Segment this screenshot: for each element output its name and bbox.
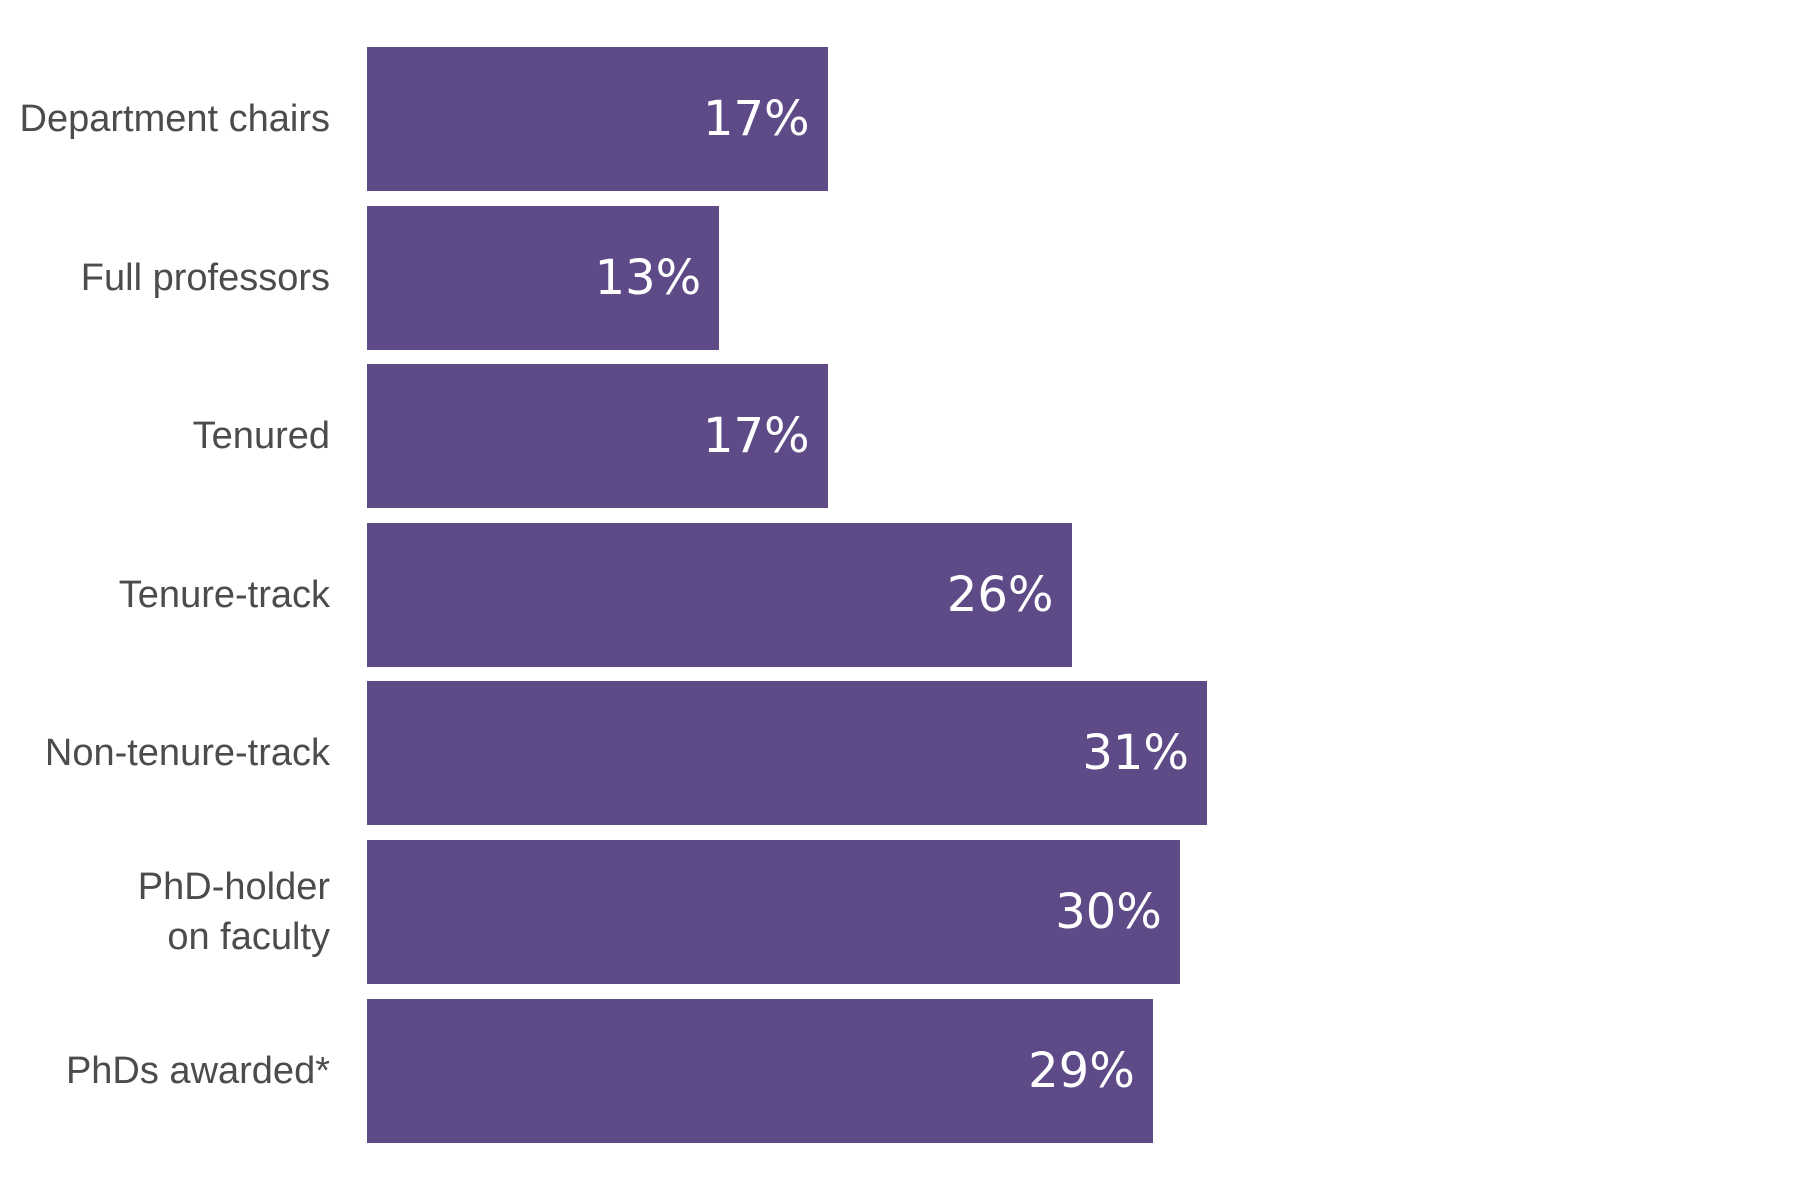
chart-row: Full professors 13%	[0, 205, 1800, 350]
bar: 29%	[367, 998, 1153, 1143]
value-label: 17%	[702, 408, 810, 465]
value-label: 26%	[946, 566, 1054, 623]
value-label: 30%	[1055, 884, 1162, 940]
bar: 26%	[367, 522, 1072, 667]
chart-row: Department chairs 17%	[0, 47, 1800, 191]
chart-row: PhDs awarded* 29%	[0, 998, 1800, 1143]
category-label: Tenure-track	[118, 573, 330, 616]
chart-row: Non-tenure-track 31%	[0, 681, 1800, 826]
bar: 30%	[367, 840, 1180, 984]
value-label: 13%	[594, 249, 702, 306]
category-label: Department chairs	[19, 97, 330, 140]
category-label: PhDs awarded*	[65, 1049, 330, 1092]
bar: 17%	[367, 364, 828, 509]
bar: 31%	[367, 681, 1207, 826]
chart-row: Tenure-track 26%	[0, 522, 1800, 667]
category-label: PhD-holder on faculty	[137, 865, 330, 958]
category-label: Non-tenure-track	[44, 732, 330, 775]
value-label: 31%	[1082, 725, 1189, 782]
chart-row: PhD-holder on faculty 30%	[0, 840, 1800, 984]
category-label: Full professors	[80, 256, 330, 299]
value-label: 29%	[1028, 1042, 1135, 1099]
bar: 13%	[367, 205, 720, 350]
bar: 17%	[367, 47, 828, 191]
chart-row: Tenured 17%	[0, 364, 1800, 509]
value-label: 17%	[702, 91, 810, 147]
category-label: Tenured	[192, 415, 330, 458]
